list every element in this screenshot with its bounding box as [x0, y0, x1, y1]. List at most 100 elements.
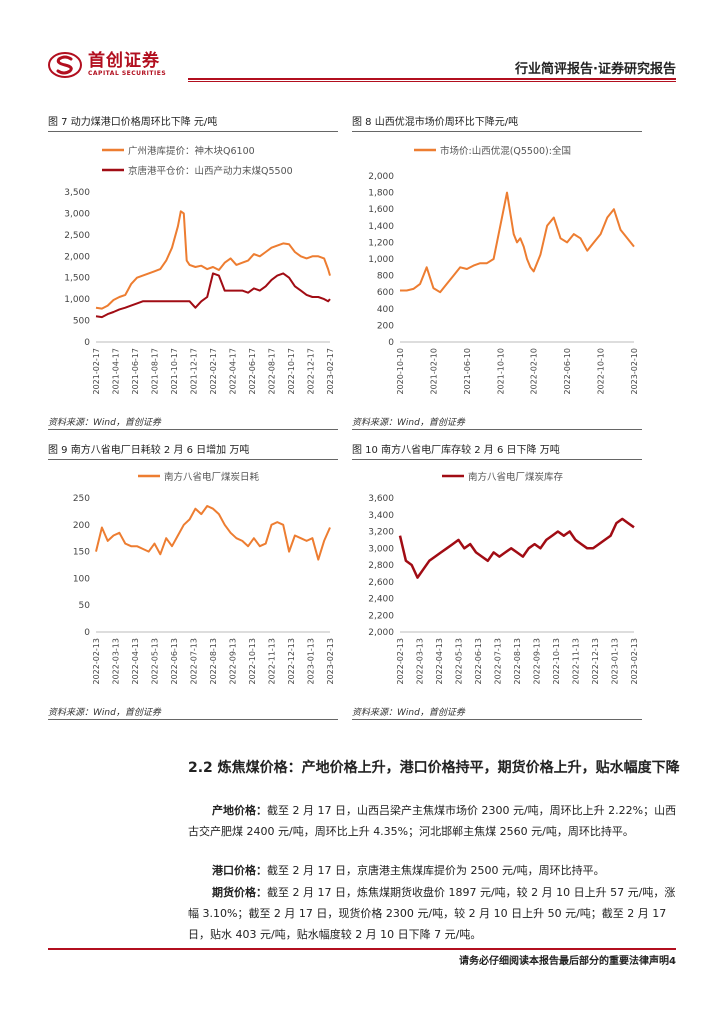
y-tick-label: 1,000: [368, 255, 394, 265]
logo-s-icon: [48, 52, 82, 78]
x-tick-label: 2023-02-17: [326, 348, 335, 395]
legend-label: 广州港库提价：神木块Q6100: [128, 145, 255, 157]
figure-8-source: 资料来源：Wind，首创证券: [352, 416, 642, 430]
x-tick-label: 2022-08-13: [513, 638, 522, 685]
x-tick-label: 2022-07-13: [190, 638, 199, 685]
y-tick-label: 1,200: [368, 238, 394, 248]
y-tick-label: 800: [377, 272, 394, 282]
x-tick-label: 2022-06-13: [474, 638, 483, 685]
x-tick-label: 2020-10-10: [396, 348, 405, 395]
y-tick-label: 2,000: [368, 628, 394, 638]
x-tick-label: 2022-07-13: [494, 638, 503, 685]
x-tick-label: 2023-02-13: [326, 638, 335, 685]
figure-8-chart: 0 200 400 600 800 1,000 1,200 1,400 1,600 1,800 2,…: [352, 136, 642, 412]
x-tick-label: 2021-08-17: [151, 348, 160, 395]
report-type-title: 行业简评报告·证券研究报告: [515, 62, 676, 77]
legend-label: 南方八省电厂煤炭日耗: [164, 471, 260, 483]
figure-7-title: 图 7 动力煤港口价格周环比下降 元/吨: [48, 114, 338, 132]
x-tick-label: 2022-11-13: [572, 638, 581, 685]
x-tick-label: 2022-10-13: [248, 638, 257, 685]
y-tick-label: 0: [84, 628, 90, 638]
y-tick-label: 3,200: [368, 528, 394, 538]
y-tick-label: 500: [73, 317, 90, 327]
x-tick-label: 2022-10-10: [597, 348, 606, 395]
paragraph-origin-price: 产地价格：截至 2 月 17 日，山西吕梁产主焦煤市场价 2300 元/吨，周环…: [188, 800, 678, 842]
y-tick-label: 2,500: [64, 231, 90, 241]
x-tick-label: 2022-12-13: [591, 638, 600, 685]
x-tick-label: 2023-01-13: [307, 638, 316, 685]
x-tick-label: 2022-02-10: [530, 348, 539, 395]
y-tick-label: 1,500: [64, 274, 90, 284]
y-tick-label: 0: [388, 338, 394, 348]
x-tick-label: 2021-02-10: [429, 348, 438, 395]
paragraph-futures-price: 期货价格：截至 2 月 17 日，炼焦煤期货收盘价 1897 元/吨，较 2 月…: [188, 882, 678, 945]
x-tick-label: 2022-10-13: [552, 638, 561, 685]
paragraph-text: 截至 2 月 17 日，炼焦煤期货收盘价 1897 元/吨，较 2 月 10 日…: [188, 886, 676, 941]
figure-7-chart: 0 500 1,000 1,500 2,000 2,500 3,000 3,500 2021-0…: [48, 136, 338, 412]
paragraph-label: 期货价格：: [212, 886, 267, 899]
y-tick-label: 2,000: [64, 252, 90, 262]
y-tick-label: 200: [73, 521, 90, 531]
y-tick-label: 2,800: [368, 561, 394, 571]
figure-8-title: 图 8 山西优混市场价周环比下降元/吨: [352, 114, 642, 132]
x-tick-label: 2021-10-17: [170, 348, 179, 395]
company-logo: 首创证券 CAPITAL SECURITIES: [48, 52, 166, 78]
footer-divider: [48, 948, 676, 950]
y-tick-label: 1,800: [368, 189, 394, 199]
y-tick-label: 1,400: [368, 222, 394, 232]
y-tick-label: 200: [377, 321, 394, 331]
y-tick-label: 150: [73, 548, 90, 558]
x-tick-label: 2022-10-17: [287, 348, 296, 395]
x-tick-label: 2022-06-13: [170, 638, 179, 685]
x-tick-label: 2022-08-17: [268, 348, 277, 395]
x-tick-label: 2022-08-13: [209, 638, 218, 685]
x-tick-label: 2022-02-13: [92, 638, 101, 685]
series-line-0: [95, 210, 331, 310]
y-tick-label: 250: [73, 494, 90, 504]
x-tick-label: 2022-09-13: [533, 638, 542, 685]
x-tick-label: 2022-04-13: [131, 638, 140, 685]
x-tick-label: 2022-12-17: [307, 348, 316, 395]
y-tick-label: 600: [377, 288, 394, 298]
y-tick-label: 3,000: [368, 544, 394, 554]
figure-10-title: 图 10 南方八省电厂库存较 2 月 6 日下降 万吨: [352, 442, 642, 460]
x-tick-label: 2022-06-10: [563, 348, 572, 395]
paragraph-text: 截至 2 月 17 日，山西吕梁产主焦煤市场价 2300 元/吨，周环比上升 2…: [188, 804, 677, 838]
x-tick-label: 2021-02-17: [92, 348, 101, 395]
paragraph-label: 产地价格：: [212, 804, 267, 817]
x-tick-label: 2021-06-10: [463, 348, 472, 395]
logo-english-name: CAPITAL SECURITIES: [88, 70, 167, 77]
x-tick-label: 2021-06-17: [131, 348, 140, 395]
series-line-0: [398, 517, 635, 579]
legend-label: 市场价:山西优混(Q5500):全国: [440, 145, 571, 157]
y-tick-label: 2,600: [368, 578, 394, 588]
y-tick-label: 2,400: [368, 595, 394, 605]
header-divider-thin: [188, 81, 676, 82]
x-tick-label: 2021-04-17: [112, 348, 121, 395]
x-tick-label: 2022-05-13: [455, 638, 464, 685]
y-tick-label: 50: [79, 601, 91, 611]
y-tick-label: 2,200: [368, 611, 394, 621]
paragraph-label: 港口价格：: [212, 864, 267, 877]
y-tick-label: 3,000: [64, 209, 90, 219]
x-tick-label: 2021-10-10: [496, 348, 505, 395]
x-tick-label: 2022-04-17: [229, 348, 238, 395]
y-tick-label: 3,500: [64, 188, 90, 198]
figure-9-source: 资料来源：Wind，首创证券: [48, 706, 338, 720]
x-tick-label: 2023-02-13: [630, 638, 639, 685]
page-header: 首创证券 CAPITAL SECURITIES 行业简评报告·证券研究报告: [48, 52, 676, 82]
y-tick-label: 3,600: [368, 494, 394, 504]
figure-9-chart: 0 50 100 150 200 250 2022-02-13 2022-03-13 2022-…: [48, 462, 338, 702]
paragraph-text: 截至 2 月 17 日，京唐港主焦煤库提价为 2500 元/吨，周环比持平。: [267, 864, 605, 877]
x-tick-label: 2022-11-13: [268, 638, 277, 685]
y-tick-label: 100: [73, 574, 90, 584]
x-tick-label: 2022-03-13: [112, 638, 121, 685]
x-tick-label: 2022-04-13: [435, 638, 444, 685]
y-tick-label: 1,000: [64, 295, 90, 305]
y-tick-label: 3,400: [368, 511, 394, 521]
legend-label: 京唐港平仓价：山西产动力末煤Q5500: [128, 165, 293, 177]
series-line-1: [95, 272, 331, 319]
x-tick-label: 2022-03-13: [416, 638, 425, 685]
figure-10-chart: 2,000 2,200 2,400 2,600 2,800 3,000 3,200 3,400…: [352, 462, 642, 702]
footer-disclaimer: 请务必仔细阅读本报告最后部分的重要法律声明4: [459, 956, 676, 967]
